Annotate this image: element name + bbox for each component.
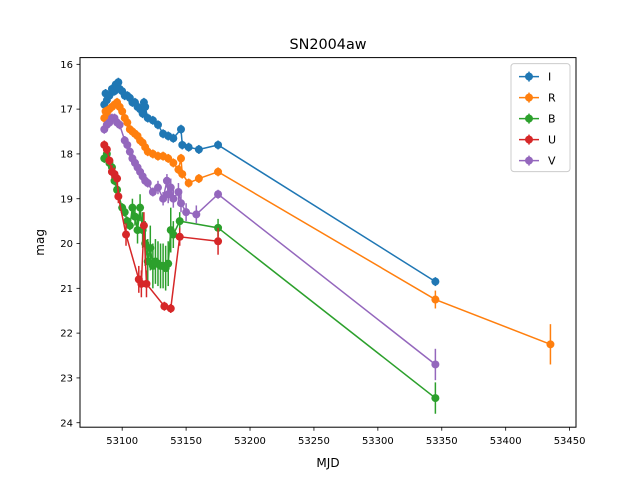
data-point-R-26 — [178, 170, 187, 179]
data-point-U-6 — [114, 192, 123, 201]
data-point-I-31 — [194, 145, 203, 154]
plot-area — [100, 77, 555, 414]
legend-label-I: I — [548, 71, 551, 84]
data-point-B-29 — [431, 394, 440, 403]
legend-label-B: B — [548, 113, 556, 126]
legend-entry-V: V — [519, 155, 556, 168]
data-point-U-14 — [175, 232, 184, 241]
data-point-V-29 — [431, 360, 440, 369]
data-point-V-25 — [176, 199, 185, 208]
legend-label-V: V — [548, 155, 556, 168]
data-point-V-20 — [162, 176, 171, 185]
legend-entry-U: U — [519, 134, 556, 147]
x-axis-label: MJD — [316, 456, 339, 470]
data-point-I-28 — [176, 125, 185, 134]
y-tick-label-19: 19 — [60, 194, 73, 205]
data-point-B-7 — [120, 208, 129, 217]
legend-marker-V — [525, 156, 533, 165]
y-tick-label-18: 18 — [60, 150, 73, 161]
data-point-I-9 — [114, 78, 123, 87]
data-point-I-29 — [178, 140, 187, 149]
data-point-V-24 — [174, 188, 183, 196]
data-point-B-27 — [175, 217, 184, 226]
data-point-V-16 — [143, 179, 152, 188]
x-tick-label-53350: 53350 — [426, 436, 458, 447]
data-point-V-28 — [214, 190, 223, 199]
y-axis: 16 17 18 19 20 21 22 23 24 — [60, 60, 80, 429]
x-axis: 53100 53150 53200 53250 53300 53350 53400 53450 — [106, 427, 586, 447]
data-point-V-8 — [123, 140, 132, 149]
data-point-R-29 — [214, 167, 223, 176]
data-point-R-30 — [431, 295, 440, 304]
y-tick-label-20: 20 — [60, 239, 73, 250]
data-point-U-12 — [160, 302, 169, 311]
data-point-U-11 — [142, 279, 151, 288]
data-point-R-10 — [123, 118, 132, 127]
y-tick-label-24: 24 — [60, 418, 73, 429]
x-tick-label-53150: 53150 — [170, 436, 202, 447]
legend-entry-B: B — [519, 113, 556, 126]
data-point-R-25 — [176, 154, 185, 163]
data-point-U-10 — [139, 221, 148, 230]
data-point-I-21 — [141, 102, 150, 111]
legend-entry-I: I — [519, 71, 551, 84]
data-point-I-27 — [169, 134, 178, 143]
series-B — [100, 149, 440, 414]
data-point-V-18 — [153, 183, 162, 192]
data-point-I-33 — [431, 277, 440, 286]
data-point-U-5 — [113, 174, 122, 183]
y-axis-label: mag — [33, 229, 47, 256]
y-tick-label-21: 21 — [60, 284, 73, 295]
axes-frame — [79, 57, 577, 428]
y-tick-label-17: 17 — [60, 105, 73, 116]
x-tick-label-53250: 53250 — [298, 436, 330, 447]
data-point-V-26 — [182, 208, 191, 217]
legend-label-R: R — [548, 92, 556, 105]
data-point-B-24 — [164, 259, 173, 268]
data-point-R-27 — [184, 179, 193, 188]
data-point-B-9 — [125, 221, 134, 230]
x-tick-label-53300: 53300 — [362, 436, 394, 447]
legend-label-U: U — [548, 134, 556, 147]
y-tick-label-23: 23 — [60, 374, 73, 385]
data-point-V-6 — [115, 120, 124, 129]
data-point-R-28 — [194, 174, 203, 183]
chart-title: SN2004aw — [289, 37, 366, 53]
legend-marker-U — [525, 135, 533, 144]
x-tick-label-53450: 53450 — [554, 436, 586, 447]
data-point-U-2 — [105, 156, 114, 165]
data-point-B-26 — [169, 230, 178, 239]
x-tick-label-53400: 53400 — [490, 436, 522, 447]
series-I — [100, 77, 440, 287]
data-point-U-7 — [122, 230, 131, 239]
data-point-R-23 — [169, 158, 178, 167]
data-point-R-8 — [118, 107, 127, 116]
data-point-V-27 — [192, 210, 201, 219]
legend-marker-R — [525, 93, 533, 102]
data-point-B-13 — [136, 203, 145, 212]
data-point-V-22 — [166, 183, 175, 192]
data-point-V-9 — [125, 147, 134, 156]
data-point-I-24 — [153, 120, 162, 129]
y-tick-label-22: 22 — [60, 329, 73, 340]
data-point-U-13 — [166, 304, 175, 313]
series-R — [100, 97, 555, 365]
legend-marker-I — [525, 72, 533, 81]
data-point-I-32 — [214, 140, 223, 149]
series-U — [100, 140, 223, 313]
legend-entry-R: R — [519, 92, 556, 105]
data-point-U-1 — [102, 145, 111, 154]
y-tick-label-16: 16 — [60, 60, 73, 71]
data-point-U-15 — [214, 237, 223, 246]
series-V — [100, 113, 440, 381]
data-point-R-31 — [546, 340, 555, 349]
data-point-I-30 — [184, 143, 193, 152]
legend-marker-B — [525, 114, 533, 123]
x-tick-label-53100: 53100 — [106, 436, 138, 447]
legend-box — [510, 63, 571, 173]
x-tick-label-53200: 53200 — [234, 436, 266, 447]
data-point-V-23 — [169, 194, 178, 203]
